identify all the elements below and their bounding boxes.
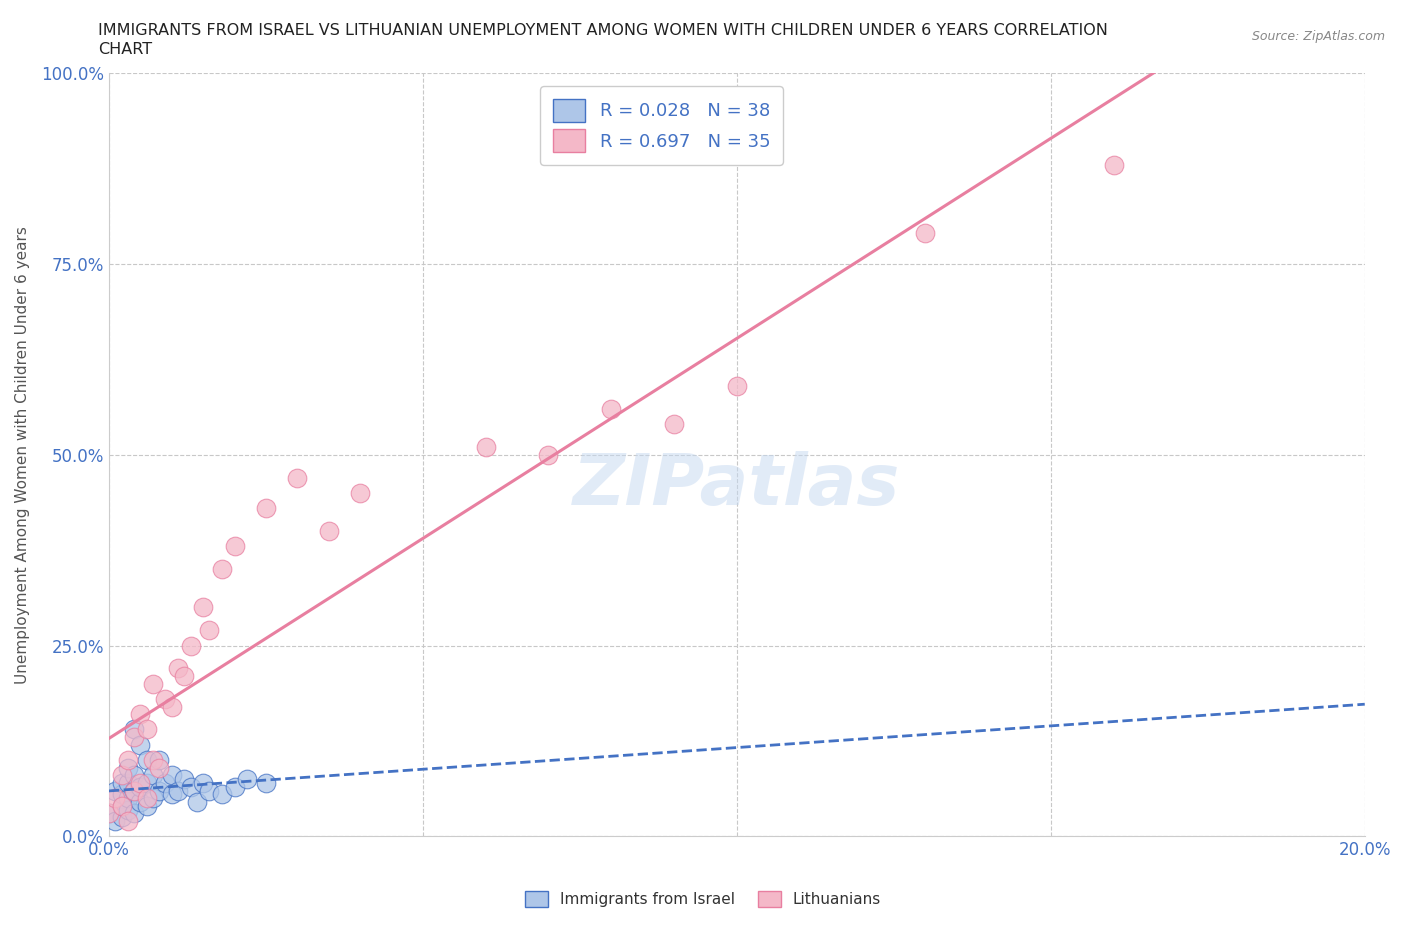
Text: CHART: CHART — [98, 42, 152, 57]
Point — [167, 661, 190, 676]
Point — [191, 776, 214, 790]
Point — [318, 524, 340, 538]
Point — [725, 379, 748, 393]
Point — [155, 692, 177, 707]
Point — [186, 794, 208, 809]
Point — [110, 768, 132, 783]
Point — [224, 779, 246, 794]
Point — [142, 768, 165, 783]
Point — [135, 790, 157, 805]
Point — [254, 776, 277, 790]
Point — [600, 402, 623, 417]
Point — [129, 737, 152, 752]
Point — [117, 814, 139, 829]
Point — [117, 803, 139, 817]
Point — [122, 722, 145, 737]
Point — [537, 447, 560, 462]
Point — [167, 783, 190, 798]
Point — [110, 810, 132, 825]
Point — [236, 772, 259, 787]
Point — [198, 783, 221, 798]
Point — [254, 500, 277, 515]
Point — [173, 772, 195, 787]
Point — [110, 798, 132, 813]
Point — [129, 707, 152, 722]
Point — [173, 669, 195, 684]
Point — [104, 790, 127, 805]
Point — [148, 783, 170, 798]
Point — [104, 814, 127, 829]
Point — [155, 776, 177, 790]
Point — [160, 699, 183, 714]
Point — [914, 226, 936, 241]
Point — [180, 638, 202, 653]
Text: Source: ZipAtlas.com: Source: ZipAtlas.com — [1251, 30, 1385, 43]
Point — [129, 776, 152, 790]
Point — [110, 776, 132, 790]
Point — [135, 752, 157, 767]
Point — [110, 798, 132, 813]
Text: IMMIGRANTS FROM ISRAEL VS LITHUANIAN UNEMPLOYMENT AMONG WOMEN WITH CHILDREN UNDE: IMMIGRANTS FROM ISRAEL VS LITHUANIAN UNE… — [98, 23, 1108, 38]
Point — [224, 538, 246, 553]
Point — [349, 485, 371, 500]
Point — [191, 600, 214, 615]
Point — [160, 787, 183, 802]
Point — [211, 787, 233, 802]
Point — [117, 776, 139, 790]
Point — [98, 806, 121, 821]
Point — [122, 768, 145, 783]
Point — [98, 806, 121, 821]
Legend: R = 0.028   N = 38, R = 0.697   N = 35: R = 0.028 N = 38, R = 0.697 N = 35 — [540, 86, 783, 165]
Point — [122, 783, 145, 798]
Point — [117, 752, 139, 767]
Point — [148, 760, 170, 775]
Point — [129, 779, 152, 794]
Point — [180, 779, 202, 794]
Point — [122, 730, 145, 745]
Point — [1102, 157, 1125, 172]
Point — [122, 783, 145, 798]
Point — [142, 790, 165, 805]
Point — [662, 417, 685, 432]
Point — [117, 790, 139, 805]
Point — [198, 623, 221, 638]
Point — [142, 676, 165, 691]
Y-axis label: Unemployment Among Women with Children Under 6 years: Unemployment Among Women with Children U… — [15, 226, 30, 684]
Point — [122, 806, 145, 821]
Point — [135, 722, 157, 737]
Point — [104, 783, 127, 798]
Point — [160, 768, 183, 783]
Point — [285, 471, 308, 485]
Point — [135, 798, 157, 813]
Point — [117, 760, 139, 775]
Point — [110, 787, 132, 802]
Text: ZIPatlas: ZIPatlas — [574, 451, 901, 520]
Point — [211, 562, 233, 577]
Point — [148, 752, 170, 767]
Legend: Immigrants from Israel, Lithuanians: Immigrants from Israel, Lithuanians — [519, 884, 887, 913]
Point — [135, 776, 157, 790]
Point — [129, 794, 152, 809]
Point — [474, 440, 496, 455]
Point — [142, 752, 165, 767]
